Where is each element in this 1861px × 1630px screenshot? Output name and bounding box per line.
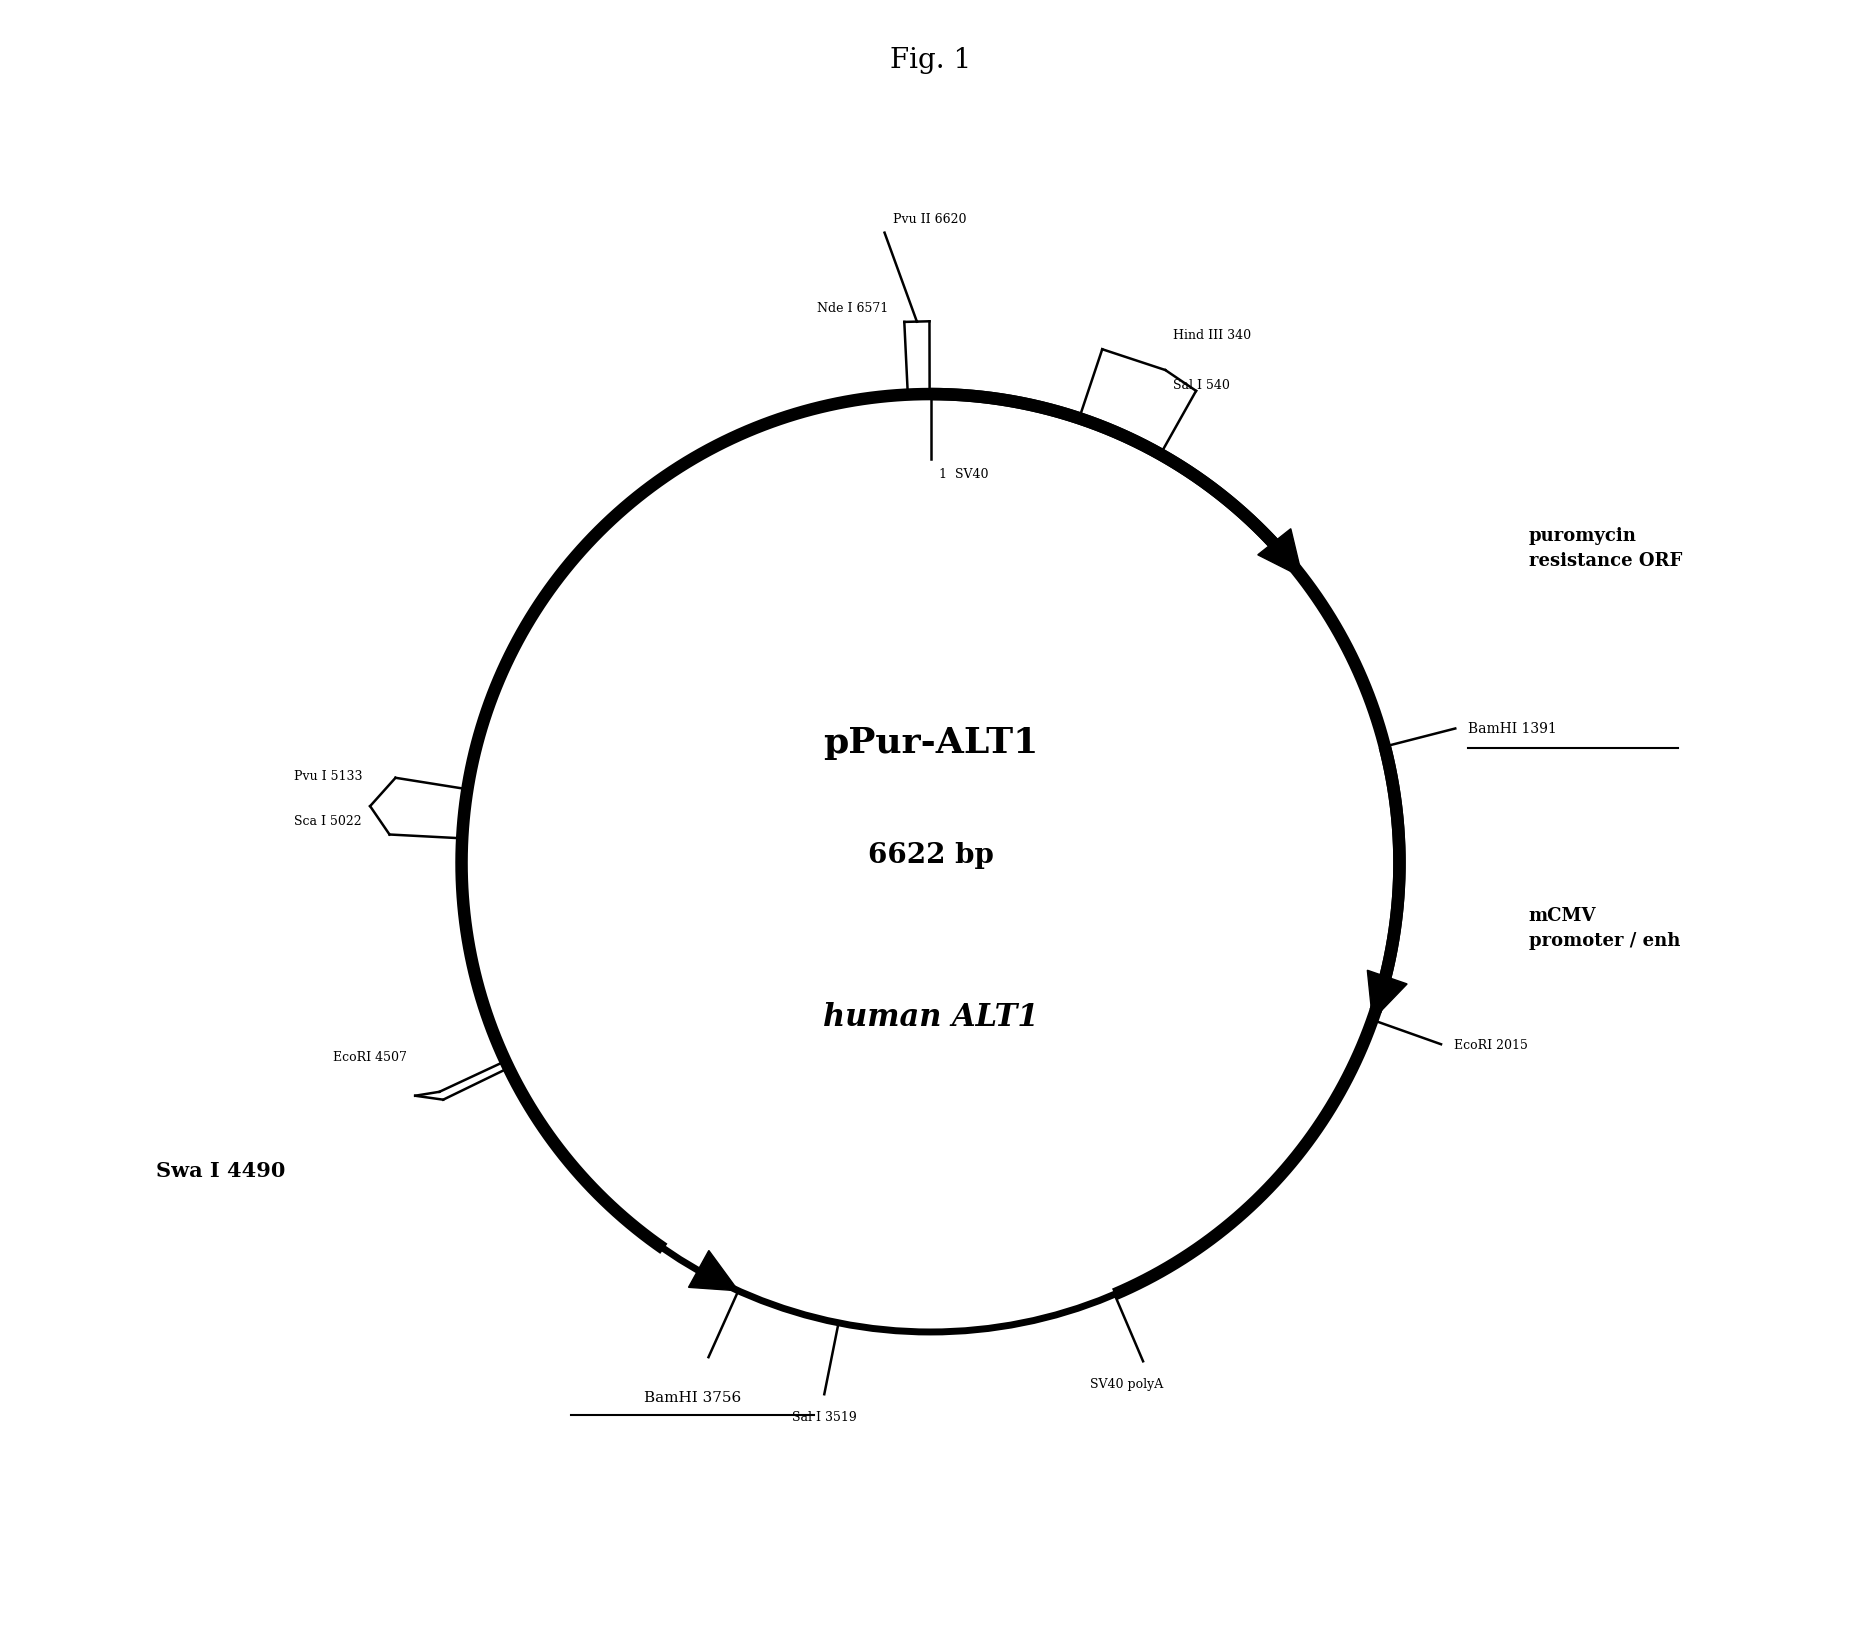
Text: Sal I 3519: Sal I 3519 (793, 1410, 856, 1423)
Text: mCMV
promoter / enh: mCMV promoter / enh (1530, 906, 1680, 950)
Text: EcoRI 4507: EcoRI 4507 (333, 1051, 408, 1064)
Text: Sal I 540: Sal I 540 (1174, 378, 1230, 391)
Text: Nde I 6571: Nde I 6571 (817, 302, 888, 315)
Text: Swa I 4490: Swa I 4490 (156, 1161, 287, 1180)
Text: EcoRI 2015: EcoRI 2015 (1453, 1038, 1528, 1051)
Text: Pvu II 6620: Pvu II 6620 (893, 212, 966, 225)
Polygon shape (689, 1250, 739, 1291)
Text: Pvu I 5133: Pvu I 5133 (294, 769, 363, 782)
Text: BamHI 3756: BamHI 3756 (644, 1390, 741, 1403)
Text: pPur-ALT1: pPur-ALT1 (823, 725, 1038, 760)
Polygon shape (1368, 970, 1407, 1020)
Text: SV40 polyA: SV40 polyA (1091, 1377, 1163, 1390)
Text: Fig. 1: Fig. 1 (890, 47, 971, 75)
Text: Sca I 5022: Sca I 5022 (294, 815, 363, 828)
Text: 1  SV40: 1 SV40 (940, 468, 988, 481)
Text: human ALT1: human ALT1 (823, 1001, 1038, 1032)
Text: puromycin
resistance ORF: puromycin resistance ORF (1530, 526, 1682, 570)
Text: BamHI 1391: BamHI 1391 (1468, 722, 1558, 737)
Polygon shape (1258, 530, 1303, 579)
Text: 6622 bp: 6622 bp (867, 843, 994, 869)
Text: Hind III 340: Hind III 340 (1174, 329, 1252, 342)
